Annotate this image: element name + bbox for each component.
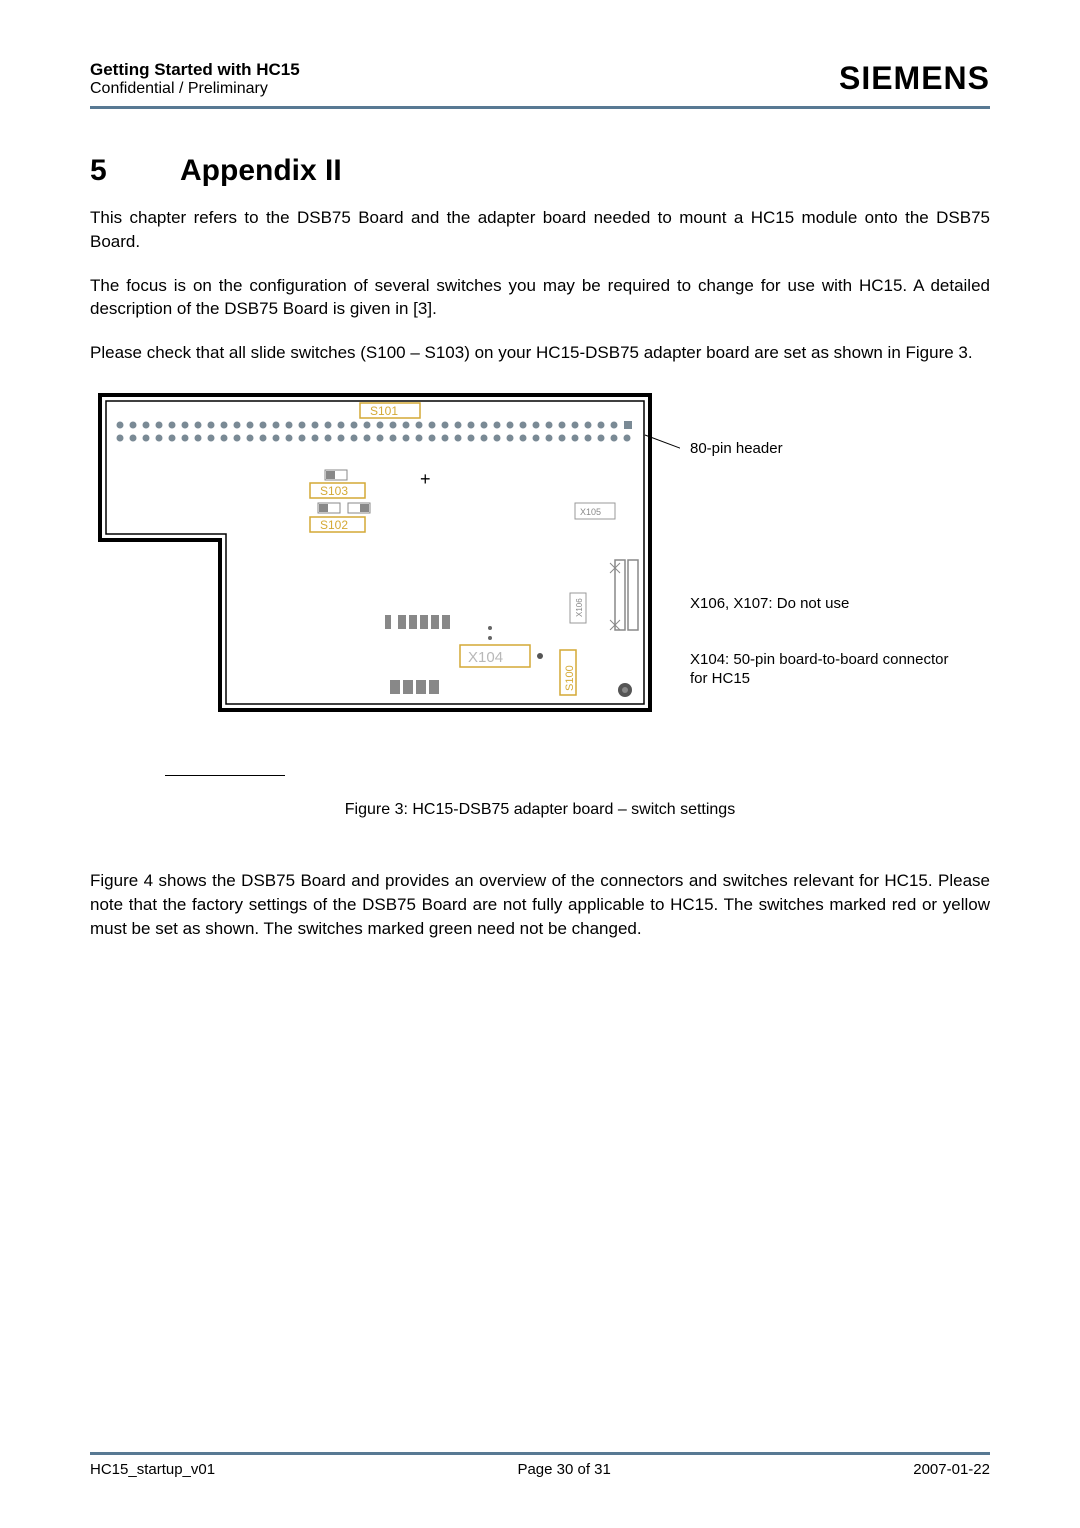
- adapter-board-diagram: S101 S103 S102 + X105: [90, 385, 990, 745]
- component-2: [398, 615, 406, 629]
- paragraph-3: Please check that all slide switches (S1…: [90, 341, 990, 365]
- s101-label: S101: [370, 404, 398, 418]
- s102-label: S102: [320, 518, 348, 532]
- annotation-x104: X104: 50-pin board-to-board connector fo…: [690, 650, 970, 689]
- bottom-sq-3: [416, 680, 426, 694]
- x107-connector-2: [628, 560, 638, 630]
- x107-connector: [615, 560, 625, 630]
- section-title: Appendix II: [180, 154, 342, 187]
- plus-icon: +: [420, 469, 431, 489]
- footer-divider: [90, 1452, 990, 1455]
- paragraph-1: This chapter refers to the DSB75 Board a…: [90, 206, 990, 254]
- x105-label: X105: [580, 507, 601, 517]
- bottom-sq-1: [390, 680, 400, 694]
- component-4: [420, 615, 428, 629]
- s100-label: S100: [564, 665, 576, 691]
- bottom-sq-2: [403, 680, 413, 694]
- board-svg: S101 S103 S102 + X105: [90, 385, 680, 725]
- header-left: Getting Started with HC15 Confidential /…: [90, 60, 300, 98]
- paragraph-2: The focus is on the configuration of sev…: [90, 274, 990, 322]
- x104-label: X104: [468, 649, 503, 666]
- s103-label: S103: [320, 484, 348, 498]
- figure-caption: Figure 3: HC15-DSB75 adapter board – swi…: [90, 801, 990, 819]
- component-1: [385, 615, 391, 629]
- small-pin-2: [488, 636, 492, 640]
- figure-divider: [165, 775, 285, 776]
- footer-center: Page 30 of 31: [517, 1461, 610, 1478]
- switch-s103-pos: [326, 471, 335, 479]
- small-pin-1: [488, 626, 492, 630]
- document-title: Getting Started with HC15: [90, 60, 300, 80]
- switch-s102b-pos: [360, 504, 369, 512]
- switch-s102a-pos: [319, 504, 328, 512]
- footer-right: 2007-01-22: [913, 1461, 990, 1478]
- annotation-80pin: 80-pin header: [690, 440, 783, 457]
- bottom-sq-4: [429, 680, 439, 694]
- siemens-logo: SIEMENS: [839, 60, 990, 97]
- paragraph-4: Figure 4 shows the DSB75 Board and provi…: [90, 869, 990, 940]
- section-heading: 5Appendix II: [90, 154, 990, 188]
- x104-dot: [537, 653, 543, 659]
- component-6: [442, 615, 450, 629]
- section-number: 5: [90, 154, 180, 188]
- component-5: [431, 615, 439, 629]
- x106-label: X106: [575, 598, 584, 617]
- document-subtitle: Confidential / Preliminary: [90, 80, 300, 98]
- component-3: [409, 615, 417, 629]
- header-divider: [90, 106, 990, 109]
- annotation-x106x107: X106, X107: Do not use: [690, 595, 849, 612]
- page-header: Getting Started with HC15 Confidential /…: [90, 60, 990, 98]
- footer-row: HC15_startup_v01 Page 30 of 31 2007-01-2…: [90, 1461, 990, 1478]
- page-footer: HC15_startup_v01 Page 30 of 31 2007-01-2…: [90, 1452, 990, 1478]
- footer-left: HC15_startup_v01: [90, 1461, 215, 1478]
